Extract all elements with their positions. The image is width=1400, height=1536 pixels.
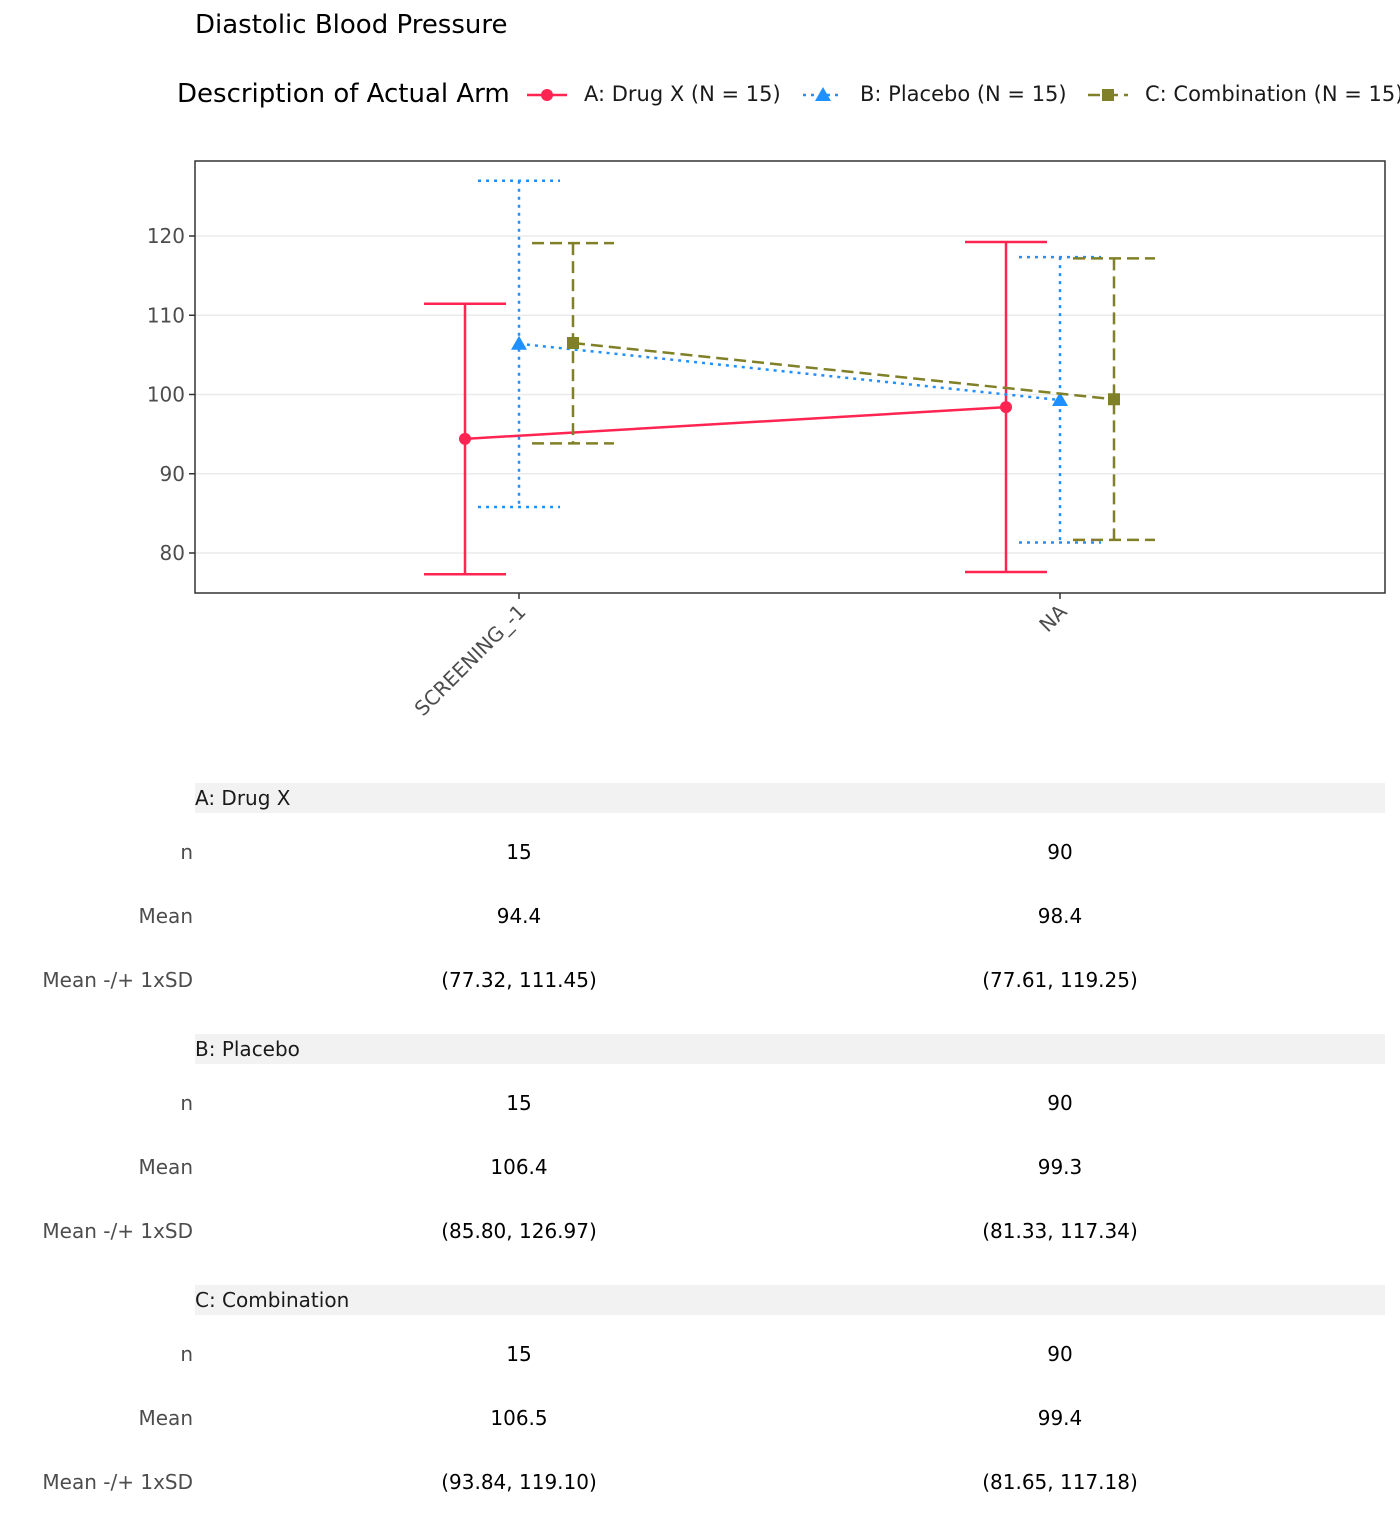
series-2	[532, 241, 1155, 542]
row-label: Mean	[138, 1155, 194, 1179]
series-line	[572, 341, 1115, 401]
table-cell: 94.4	[496, 904, 542, 928]
table-cell: (77.61, 119.25)	[982, 968, 1138, 992]
group-header: B: Placebo	[195, 1034, 1385, 1064]
row-label: n	[180, 1091, 193, 1115]
panel-border	[194, 160, 1386, 594]
table-cell: (85.80, 126.97)	[441, 1219, 597, 1243]
table-cell: (81.33, 117.34)	[982, 1219, 1138, 1243]
data-point	[511, 335, 527, 350]
y-tick-label: 120	[147, 224, 185, 248]
legend-title: Description of Actual Arm	[177, 79, 510, 109]
table-cell: (93.84, 119.10)	[441, 1470, 597, 1494]
legend-key-2	[1088, 89, 1128, 101]
table-cell: 98.4	[1037, 904, 1083, 928]
data-point	[567, 336, 579, 349]
legend-key-0	[527, 89, 567, 101]
table-cell: 90	[1047, 1091, 1073, 1115]
table-cell: 15	[506, 1091, 532, 1115]
legend-key-1	[803, 87, 843, 101]
table-cell: (77.32, 111.45)	[441, 968, 597, 992]
y-tick-label: 100	[147, 383, 185, 407]
y-tick-label: 110	[147, 303, 185, 327]
series-line	[518, 342, 1061, 402]
table-cell: 90	[1047, 840, 1073, 864]
legend-label-2: C: Combination (N = 15)	[1145, 82, 1400, 106]
data-point	[1000, 401, 1012, 414]
table-cell: 99.4	[1037, 1406, 1083, 1430]
data-point	[459, 432, 471, 445]
legend-label-1: B: Placebo (N = 15)	[860, 82, 1067, 106]
panel-background	[195, 161, 1385, 593]
table-cell: 99.3	[1037, 1155, 1083, 1179]
chart-title: Diastolic Blood Pressure	[195, 10, 508, 40]
table-cell: (81.65, 117.18)	[982, 1470, 1138, 1494]
table-cell: 15	[506, 1342, 532, 1366]
y-tick-label: 80	[160, 541, 185, 565]
table-cell: 15	[506, 840, 532, 864]
series-0	[424, 240, 1047, 576]
row-label: n	[180, 1342, 193, 1366]
table-cell: 106.5	[490, 1406, 548, 1430]
group-header: A: Drug X	[195, 783, 1385, 813]
row-label: Mean -/+ 1xSD	[42, 968, 193, 992]
row-label: Mean	[138, 1406, 194, 1430]
data-point	[1052, 392, 1068, 407]
x-tick-label: SCREENING_-1	[410, 600, 531, 721]
row-label: Mean -/+ 1xSD	[42, 1219, 193, 1243]
plot-svg: 80 90 100 110 120 SCREENING_-1 NA	[147, 160, 1386, 721]
row-label: Mean	[138, 904, 194, 928]
row-label: Mean -/+ 1xSD	[42, 1470, 193, 1494]
series-1	[478, 179, 1101, 544]
legend-label-0: A: Drug X (N = 15)	[584, 82, 781, 106]
series-line	[464, 405, 1007, 441]
legend-keys	[527, 87, 1128, 101]
data-point	[1108, 393, 1120, 406]
table-cell: 90	[1047, 1342, 1073, 1366]
group-header: C: Combination	[195, 1285, 1385, 1315]
row-label: n	[180, 840, 193, 864]
y-tick-label: 90	[160, 462, 185, 486]
x-tick-label: NA	[1034, 599, 1071, 636]
table-cell: 106.4	[490, 1155, 548, 1179]
